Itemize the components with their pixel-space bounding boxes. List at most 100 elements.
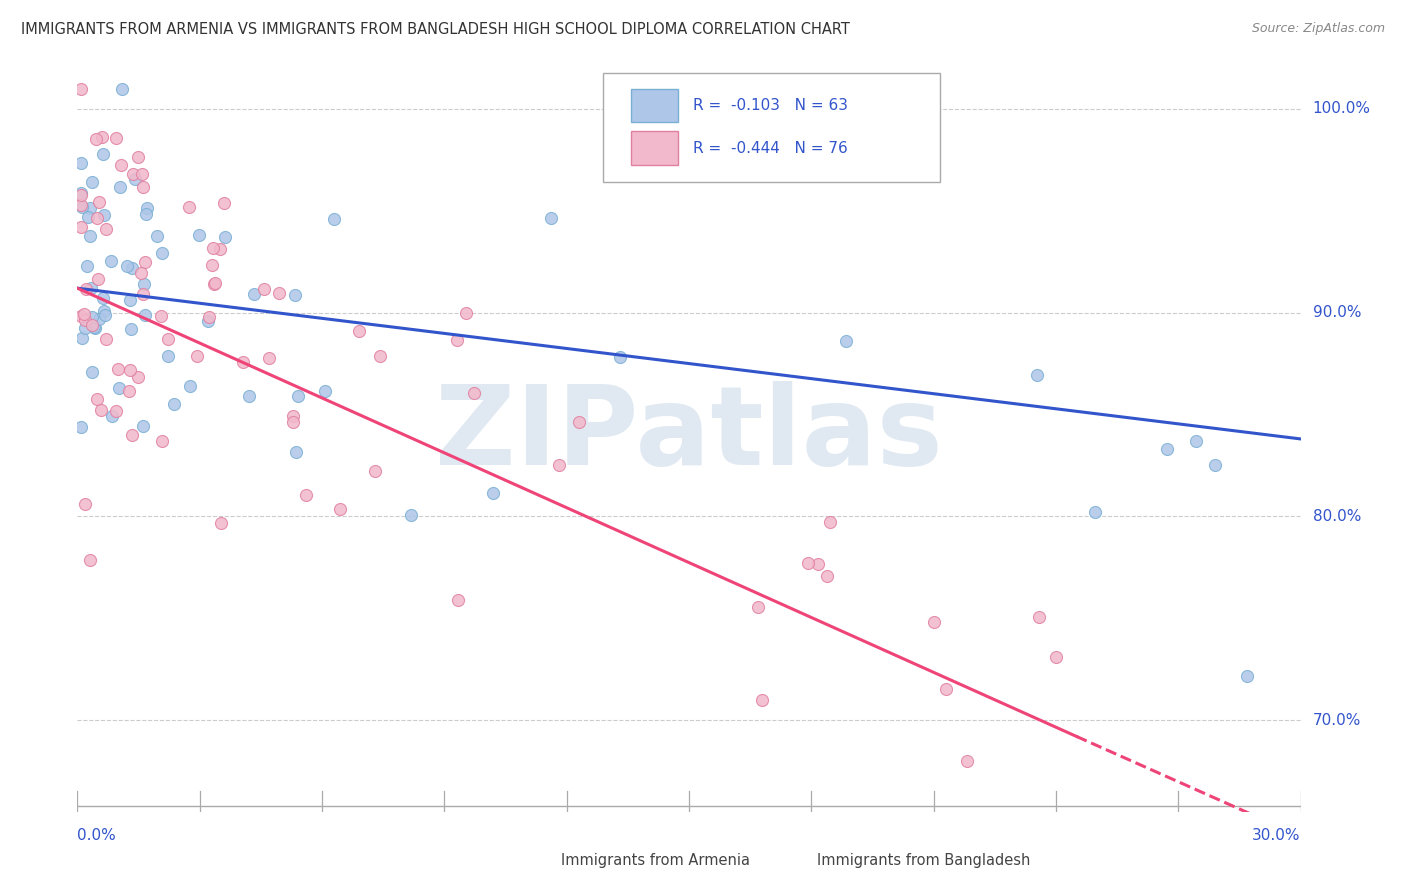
Point xyxy=(187,227,209,242)
Point xyxy=(284,445,307,459)
Point xyxy=(82,310,104,324)
Point xyxy=(86,211,108,225)
Point xyxy=(134,277,156,292)
Point xyxy=(323,212,346,227)
Point xyxy=(267,285,290,300)
Point xyxy=(751,692,773,706)
Point xyxy=(94,222,117,236)
Point xyxy=(1028,610,1050,624)
Point xyxy=(124,171,146,186)
Point xyxy=(117,384,139,399)
Point xyxy=(146,229,169,244)
Point xyxy=(347,324,370,338)
Point xyxy=(75,313,97,327)
Point xyxy=(91,130,114,145)
Point xyxy=(456,305,478,319)
Text: Source: ZipAtlas.com: Source: ZipAtlas.com xyxy=(1251,22,1385,36)
Point xyxy=(93,308,115,322)
Point xyxy=(75,498,97,512)
Point xyxy=(231,355,253,369)
Point xyxy=(463,386,485,401)
Point xyxy=(100,254,122,268)
FancyBboxPatch shape xyxy=(775,852,808,874)
Point xyxy=(84,132,107,146)
Point xyxy=(127,370,149,384)
Point xyxy=(104,404,127,418)
Point xyxy=(75,282,97,296)
Point xyxy=(150,434,173,449)
Point xyxy=(818,515,841,529)
Text: 30.0%: 30.0% xyxy=(1253,828,1301,843)
Text: R =  -0.103   N = 63: R = -0.103 N = 63 xyxy=(693,98,848,113)
Point xyxy=(568,415,591,429)
Point xyxy=(80,175,103,189)
Point xyxy=(204,277,226,291)
Point xyxy=(132,286,155,301)
FancyBboxPatch shape xyxy=(517,852,553,874)
Point xyxy=(287,389,309,403)
Point xyxy=(294,488,316,502)
Point xyxy=(1045,650,1067,665)
Point xyxy=(198,310,221,324)
Point xyxy=(135,201,157,215)
Point xyxy=(1156,442,1178,456)
Point xyxy=(70,420,93,434)
Point xyxy=(540,211,562,225)
Point xyxy=(447,593,470,607)
Point xyxy=(208,242,231,256)
Point xyxy=(70,200,93,214)
Point xyxy=(80,281,103,295)
Point xyxy=(253,282,276,296)
Point xyxy=(127,150,149,164)
Point xyxy=(89,195,111,210)
Point xyxy=(117,259,139,273)
Point xyxy=(1026,368,1049,382)
Text: ZIPatlas: ZIPatlas xyxy=(434,382,943,488)
Point xyxy=(87,271,110,285)
Point xyxy=(108,180,131,194)
Point xyxy=(108,381,131,395)
Point xyxy=(91,291,114,305)
Point xyxy=(120,362,142,376)
Point xyxy=(83,321,105,335)
Point xyxy=(807,557,830,571)
Text: 70.0%: 70.0% xyxy=(1313,713,1361,728)
Point xyxy=(94,332,117,346)
Point xyxy=(93,208,115,222)
Point xyxy=(70,187,93,202)
Point xyxy=(79,202,101,216)
Point xyxy=(77,210,100,224)
Text: R =  -0.444   N = 76: R = -0.444 N = 76 xyxy=(693,141,848,156)
Point xyxy=(186,349,208,363)
Point xyxy=(314,384,336,398)
Point xyxy=(747,599,769,614)
Point xyxy=(76,259,98,273)
Point xyxy=(150,245,173,260)
Text: Immigrants from Armenia: Immigrants from Armenia xyxy=(561,854,749,868)
Point xyxy=(111,81,134,95)
Point xyxy=(132,419,155,434)
Point xyxy=(212,195,235,210)
Point xyxy=(179,200,201,214)
Point xyxy=(401,508,423,522)
Point xyxy=(922,615,945,629)
Point xyxy=(548,458,571,472)
Point xyxy=(209,516,232,531)
Point xyxy=(935,682,957,697)
Point xyxy=(134,309,156,323)
Point xyxy=(73,321,96,335)
Text: 0.0%: 0.0% xyxy=(77,828,117,843)
Point xyxy=(134,254,156,268)
Point xyxy=(110,158,132,172)
FancyBboxPatch shape xyxy=(631,131,678,165)
Point xyxy=(104,131,127,145)
Point xyxy=(122,167,145,181)
Point xyxy=(242,286,264,301)
Point xyxy=(284,288,307,302)
Point xyxy=(214,230,236,244)
Point xyxy=(70,81,93,95)
Point xyxy=(120,321,142,335)
Point xyxy=(120,293,142,308)
Point xyxy=(131,167,153,181)
Point xyxy=(132,180,155,194)
